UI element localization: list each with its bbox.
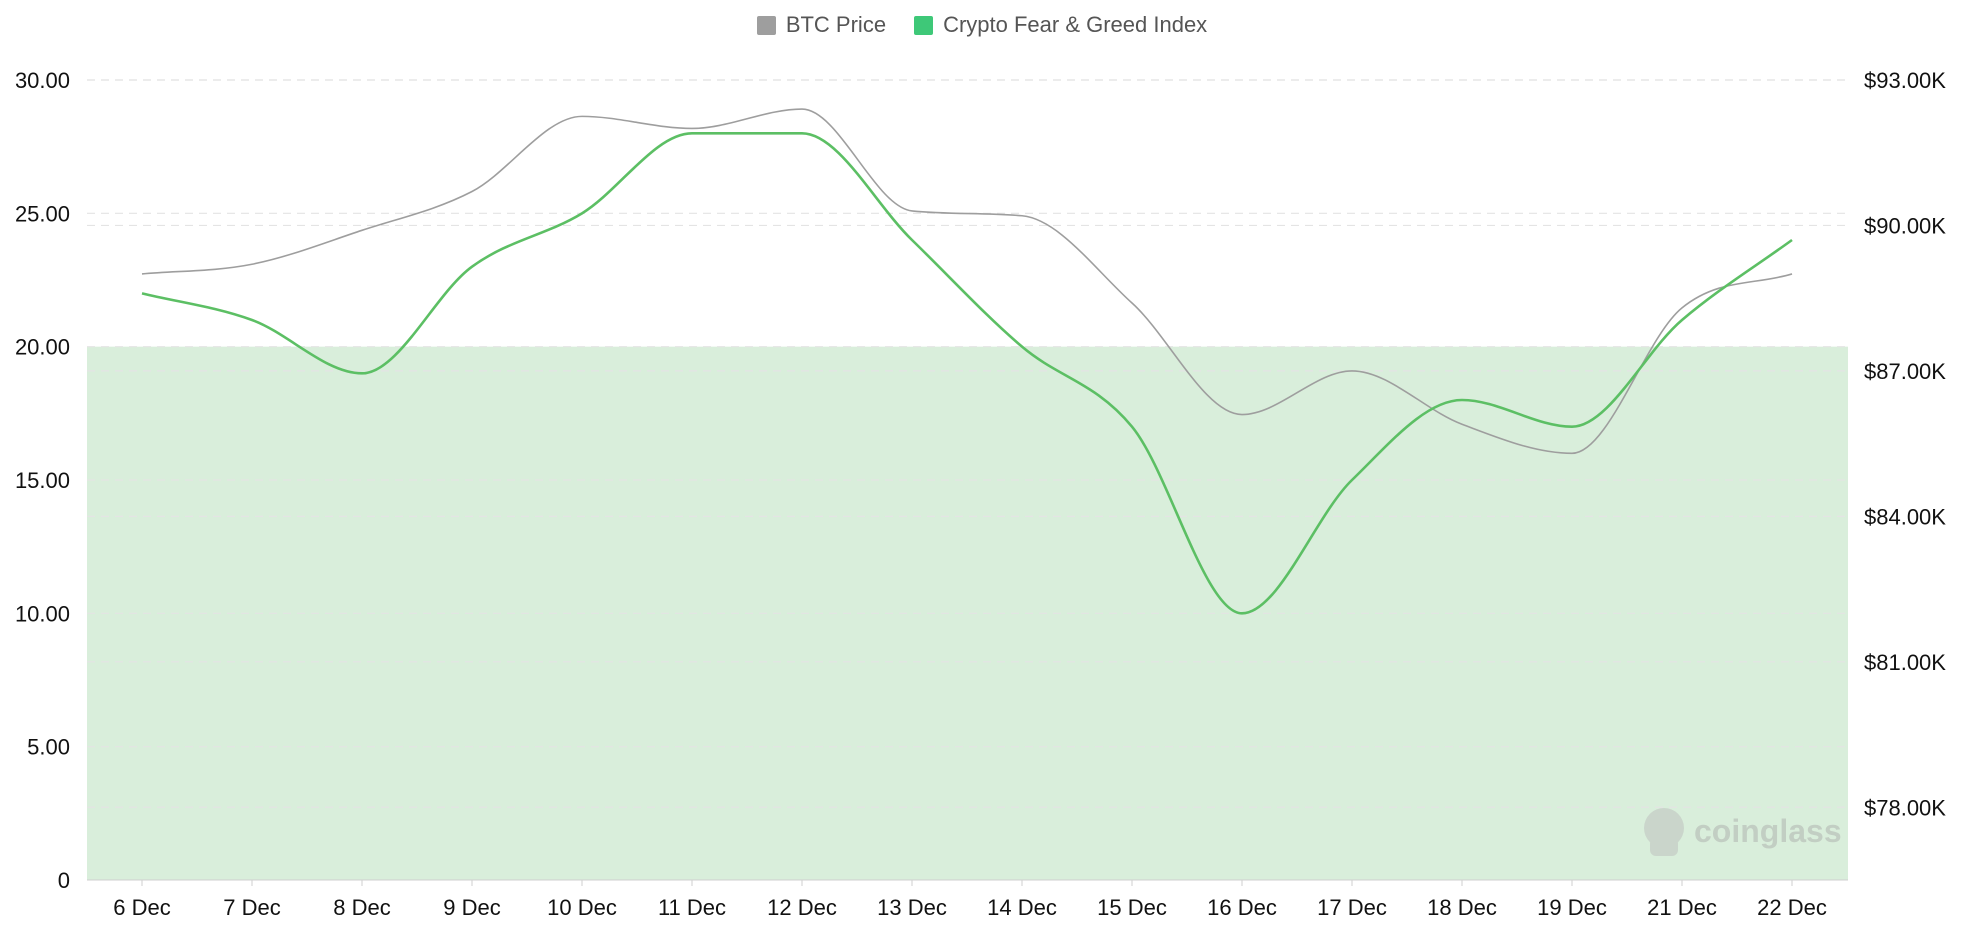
x-tick-label-1: 7 Dec xyxy=(223,895,280,920)
legend: BTC Price Crypto Fear & Greed Index xyxy=(0,12,1964,38)
legend-item-fear-greed[interactable]: Crypto Fear & Greed Index xyxy=(914,12,1207,38)
legend-label-fear-greed: Crypto Fear & Greed Index xyxy=(943,12,1208,37)
shaded-band xyxy=(87,346,1848,881)
x-tick-label-5: 11 Dec xyxy=(658,895,726,920)
y-left-tick-label-4: 20.00 xyxy=(15,335,70,360)
watermark-mascot-body xyxy=(1650,838,1678,856)
legend-label-btc-price: BTC Price xyxy=(785,12,887,37)
x-tick-label-12: 18 Dec xyxy=(1427,895,1497,920)
x-tick-label-4: 10 Dec xyxy=(547,895,617,920)
x-tick-label-14: 21 Dec xyxy=(1647,895,1717,920)
y-right-tick-label-3: $87.00K xyxy=(1864,359,1946,384)
y-left-tick-label-6: 30.00 xyxy=(15,68,70,93)
legend-swatch-btc-price xyxy=(756,15,776,35)
watermark-text: coinglass xyxy=(1694,813,1842,849)
x-tick-label-15: 22 Dec xyxy=(1757,895,1827,920)
y-left-tick-label-3: 15.00 xyxy=(15,468,70,493)
legend-item-btc-price[interactable]: BTC Price xyxy=(756,12,887,38)
series-line-fear-greed xyxy=(141,132,1793,615)
y-right-tick-label-5: $93.00K xyxy=(1864,68,1946,93)
y-right-tick-label-2: $84.00K xyxy=(1864,504,1946,529)
legend-swatch-fear-greed xyxy=(914,15,934,35)
x-tick-label-6: 12 Dec xyxy=(767,895,837,920)
x-tick-label-2: 8 Dec xyxy=(333,895,390,920)
x-tick-label-9: 15 Dec xyxy=(1097,895,1167,920)
x-tick-label-11: 17 Dec xyxy=(1317,895,1387,920)
watermark-logo: coinglass xyxy=(1644,808,1842,856)
y-right-tick-label-4: $90.00K xyxy=(1864,213,1946,238)
series-line-btc-price xyxy=(141,108,1793,455)
x-tick-label-7: 13 Dec xyxy=(877,895,947,920)
x-tick-label-0: 6 Dec xyxy=(113,895,170,920)
x-tick-label-10: 16 Dec xyxy=(1207,895,1277,920)
x-tick-label-13: 19 Dec xyxy=(1537,895,1607,920)
watermark-mascot-icon xyxy=(1644,808,1684,848)
x-tick-label-3: 9 Dec xyxy=(443,895,500,920)
y-right-tick-label-1: $81.00K xyxy=(1864,650,1946,675)
y-left-tick-label-1: 5.00 xyxy=(27,735,70,760)
y-right-tick-label-0: $78.00K xyxy=(1864,795,1946,820)
x-tick-label-8: 14 Dec xyxy=(987,895,1057,920)
y-left-tick-label-5: 25.00 xyxy=(15,201,70,226)
y-left-tick-label-2: 10.00 xyxy=(15,601,70,626)
y-left-tick-label-0: 0 xyxy=(58,868,70,893)
